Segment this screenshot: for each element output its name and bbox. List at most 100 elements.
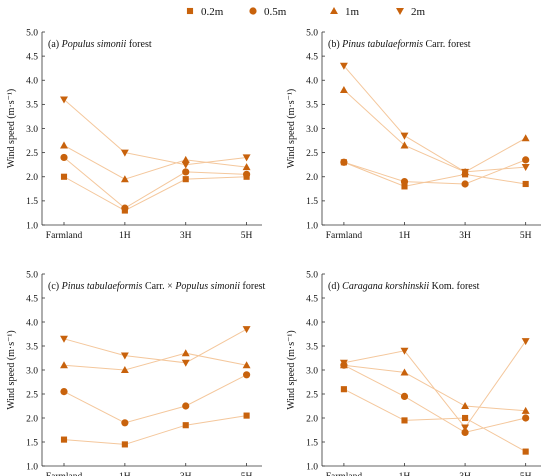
panel-c: 1.0 1.5 2.0 2.5 3.0 3.5 4.0 4.5 5.0 Farmland 1H 3H 5…	[6, 270, 266, 476]
data-point-2m	[120, 149, 129, 157]
data-point-0-2m	[462, 414, 469, 422]
panel-title-part: Pinus tabulaeformis	[341, 39, 423, 50]
data-point-0-2m	[522, 180, 529, 188]
panel-d: 1.0 1.5 2.0 2.5 3.0 3.5 4.0 4.5 5.0 Farmland 1H 3H 5…	[286, 270, 541, 476]
y-tick-label: 1.0	[306, 221, 318, 231]
data-point-0-5m	[400, 177, 409, 186]
data-point-2m	[461, 168, 470, 176]
data-point-0-5m	[461, 428, 469, 436]
data-point-2m	[60, 335, 68, 343]
x-tick-label: 5H	[241, 231, 253, 241]
data-point-0-5m	[243, 371, 251, 379]
data-point-0-5m	[121, 204, 129, 212]
data-point-2m	[461, 424, 470, 432]
data-point-0-5m	[461, 180, 469, 188]
data-point-2m	[181, 161, 190, 169]
y-tick-label: 2.5	[306, 390, 318, 400]
data-point-1m	[242, 361, 251, 369]
x-tick-label: Farmland	[326, 231, 363, 241]
y-tick-label: 1.0	[26, 462, 38, 472]
panel-title-part: forest	[240, 281, 265, 292]
data-point-0-2m	[121, 441, 128, 448]
x-tick-label: 1H	[399, 231, 411, 241]
data-point-0-5m	[340, 158, 348, 166]
data-point-0-2m	[522, 448, 529, 455]
y-tick-label: 5.0	[306, 28, 318, 38]
data-point-2m	[242, 154, 251, 162]
data-point-2m	[400, 132, 409, 140]
data-point-1m	[120, 175, 129, 183]
y-tick-label: 3.5	[26, 342, 38, 352]
legend-label: 0.2m	[201, 6, 224, 18]
series-line-2m	[343, 340, 527, 429]
y-tick-label: 2.5	[26, 390, 38, 400]
y-tick-label: 3.0	[26, 366, 38, 376]
y-tick-label: 4.0	[306, 77, 318, 87]
x-tick-label: Farmland	[46, 472, 83, 476]
legend-item-2m: 2m	[396, 6, 426, 18]
y-tick-label: 4.0	[306, 318, 318, 328]
data-point-1m	[400, 141, 409, 149]
data-point-1m	[60, 361, 68, 369]
data-point-0-2m	[401, 183, 408, 190]
panel-title: (d) Caragana korshinskii Kom. forest	[328, 281, 480, 292]
x-tick-label: Farmland	[326, 472, 363, 476]
legend-marker	[396, 7, 404, 15]
y-tick-label: 4.0	[26, 318, 38, 328]
data-point-0-2m	[340, 386, 347, 393]
data-point-2m	[181, 359, 190, 367]
series-line-0-2m	[343, 161, 526, 187]
data-point-0-5m	[182, 168, 190, 176]
data-point-2m	[339, 359, 348, 367]
data-point-0-5m	[522, 156, 530, 164]
legend-label: 1m	[345, 6, 360, 18]
data-point-2m	[339, 62, 348, 70]
data-point-1m	[521, 406, 530, 414]
y-tick-label: 5.0	[306, 270, 318, 280]
panel-a: 1.0 1.5 2.0 2.5 3.0 3.5 4.0 4.5 5.0 Farmland 1H 3H 5…	[6, 28, 262, 241]
data-point-0-5m	[60, 153, 68, 162]
y-tick-label: 1.5	[26, 438, 38, 448]
data-point-0-5m	[182, 402, 190, 410]
y-tick-label: 2.5	[306, 149, 318, 159]
series-line-0-5m	[343, 364, 526, 433]
series-line-0-2m	[63, 176, 247, 212]
panel-title-part: Caragana korshinskii	[342, 281, 429, 292]
data-point-1m	[181, 349, 190, 357]
data-point-1m	[60, 141, 68, 149]
data-point-1m	[400, 368, 409, 376]
panel-title-part: Populus simonii	[61, 39, 127, 50]
y-axis-label: Wind speed (m·s⁻¹)	[6, 89, 17, 169]
panel-title: (a) Populus simonii forest	[48, 39, 152, 50]
legend-marker	[249, 7, 257, 15]
series-line-1m	[63, 352, 247, 371]
panel-b: 1.0 1.5 2.0 2.5 3.0 3.5 4.0 4.5 5.0 Farmland 1H 3H 5…	[286, 28, 541, 241]
y-tick-label: 4.5	[26, 294, 38, 304]
y-axis-label: Wind speed (m·s⁻¹)	[286, 330, 297, 410]
series-line-1m	[343, 364, 526, 412]
panel-title-part: Carr. ×	[142, 281, 175, 292]
data-point-2m	[120, 352, 129, 360]
y-tick-label: 1.5	[26, 197, 38, 207]
y-tick-label: 3.0	[26, 125, 38, 135]
data-point-1m	[339, 85, 348, 93]
y-axis-label: Wind speed (m·s⁻¹)	[6, 330, 17, 410]
y-tick-label: 3.5	[306, 101, 318, 111]
series-line-0-5m	[63, 374, 247, 424]
panel-title-part: Populus simonii	[174, 281, 240, 292]
data-point-0-5m	[60, 388, 68, 396]
data-point-1m	[521, 134, 530, 142]
series-line-2m	[343, 65, 526, 173]
panel-title-part: Carr. forest	[423, 39, 471, 50]
y-tick-label: 4.5	[26, 52, 38, 62]
legend-label: 0.5m	[264, 6, 287, 18]
y-tick-label: 4.5	[306, 294, 318, 304]
x-tick-label: 1H	[399, 472, 411, 476]
panels: 1.0 1.5 2.0 2.5 3.0 3.5 4.0 4.5 5.0 Farmland 1H 3H 5…	[6, 28, 541, 476]
data-point-0-2m	[60, 173, 68, 180]
legend-item-1m: 1m	[330, 6, 360, 18]
y-tick-label: 3.0	[306, 125, 318, 135]
series-line-0-5m	[343, 159, 526, 185]
panel-title-part: (c)	[48, 281, 62, 292]
